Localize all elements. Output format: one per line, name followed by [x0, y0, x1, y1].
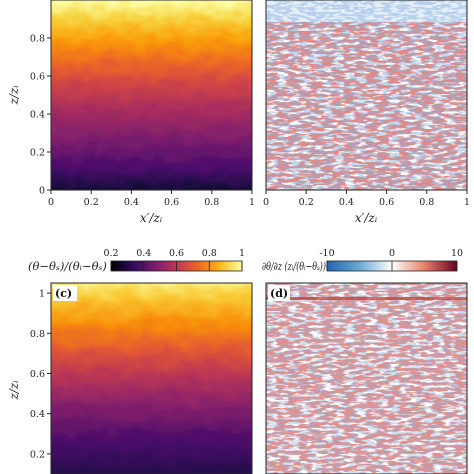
- panel-b-xlabel: x′/zᵢ: [355, 211, 378, 225]
- panel-d-inversion-line: [266, 297, 467, 300]
- colorbar-right-ticks: -10 0 10: [319, 248, 463, 271]
- panel-a-xtick-label: 0.8: [204, 197, 219, 208]
- panel-c-label: (c): [55, 287, 72, 300]
- colorbar-left-tick-label: 1: [239, 248, 245, 259]
- panel-c-ytick-label: 0.6: [30, 369, 45, 380]
- panel-a-ytick-label: 0.8: [30, 34, 45, 45]
- panel-c-ytick-label: 0.8: [30, 329, 45, 340]
- colorbar-right-tick-label: 0: [389, 248, 395, 259]
- panel-a-ytick-label: 0.6: [30, 72, 45, 83]
- panel-a-ytick-label: 0.2: [30, 148, 45, 159]
- panel-c-field: [51, 283, 252, 474]
- panel-c-label-bg: [53, 285, 77, 301]
- panel-a-ylabel: z/zᵢ: [7, 85, 21, 106]
- colorbar-left-ticks: 0.2 0.4 0.6 0.8 1: [103, 248, 245, 271]
- colorbar-left-tick-label: 0.4: [136, 248, 151, 259]
- panel-a-ytick-label: 0: [39, 186, 45, 197]
- panel-c-ytick-label: 0.2: [30, 449, 45, 460]
- panel-c-frame: [50, 282, 253, 474]
- panel-b-xtick-label: 0.8: [419, 197, 434, 208]
- colorbar-left-tick-label: 0.6: [169, 248, 184, 259]
- panel-c-y-ticks: 0.2 0.4 0.6 0.8 1: [30, 289, 51, 460]
- panel-a-frame: [50, 0, 253, 191]
- panel-b-xtick-label: 0.4: [339, 197, 354, 208]
- panel-d-label-bg: [268, 285, 290, 301]
- panel-c: [51, 283, 252, 474]
- panel-d: [266, 283, 467, 474]
- panel-c-ylabel: z/zᵢ: [7, 380, 21, 401]
- colorbar-right-tick-label: -10: [319, 248, 334, 259]
- panel-d-label: (d): [270, 287, 288, 300]
- panel-b-xtick-label: 0.2: [299, 197, 314, 208]
- panel-b-xtick-label: 0.6: [379, 197, 394, 208]
- panel-a-xtick-label: 0: [48, 197, 54, 208]
- panel-a: [51, 0, 252, 190]
- panel-a-ytick-label: 0.4: [30, 110, 45, 121]
- panel-b-streaks-blue: [266, 0, 467, 190]
- colorbar-left-tick-label: 0.8: [202, 248, 217, 259]
- panel-b-xtick-label: 1: [464, 197, 470, 208]
- panel-c-ytick-label: 1: [39, 289, 45, 300]
- panel-b-frame: [265, 0, 468, 191]
- panel-a-y-ticks: 0 0.2 0.4 0.6 0.8: [30, 34, 51, 197]
- panel-a-x-ticks: 0 0.2 0.4 0.6 0.8 1: [48, 190, 255, 208]
- panel-a-xtick-label: 1: [249, 197, 255, 208]
- panel-d-streaks-blue: [266, 283, 467, 474]
- panel-a-xtick-label: 0.6: [164, 197, 179, 208]
- colorbar-left-label: (θ−θₛ)/(θᵢ−θₛ): [28, 259, 107, 273]
- colorbar-right-tick-label: 10: [451, 248, 463, 259]
- panel-d-frame: [265, 282, 468, 474]
- panel-a-xtick-label: 0.4: [124, 197, 139, 208]
- panel-a-field: [51, 0, 252, 190]
- panel-a-xtick-label: 0.2: [84, 197, 99, 208]
- colorbar-left-tick-label: 0.2: [103, 248, 118, 259]
- panel-b-xtick-label: 0: [263, 197, 269, 208]
- panel-b-x-ticks: 0 0.2 0.4 0.6 0.8 1: [263, 190, 470, 208]
- panel-a-xlabel: x′/zᵢ: [140, 211, 163, 225]
- colorbar-right-label: ∂θ/∂z (zᵢ/(θᵢ−θₛ)): [262, 259, 326, 273]
- panel-c-ytick-label: 0.4: [30, 409, 45, 420]
- panel-b: [266, 0, 467, 190]
